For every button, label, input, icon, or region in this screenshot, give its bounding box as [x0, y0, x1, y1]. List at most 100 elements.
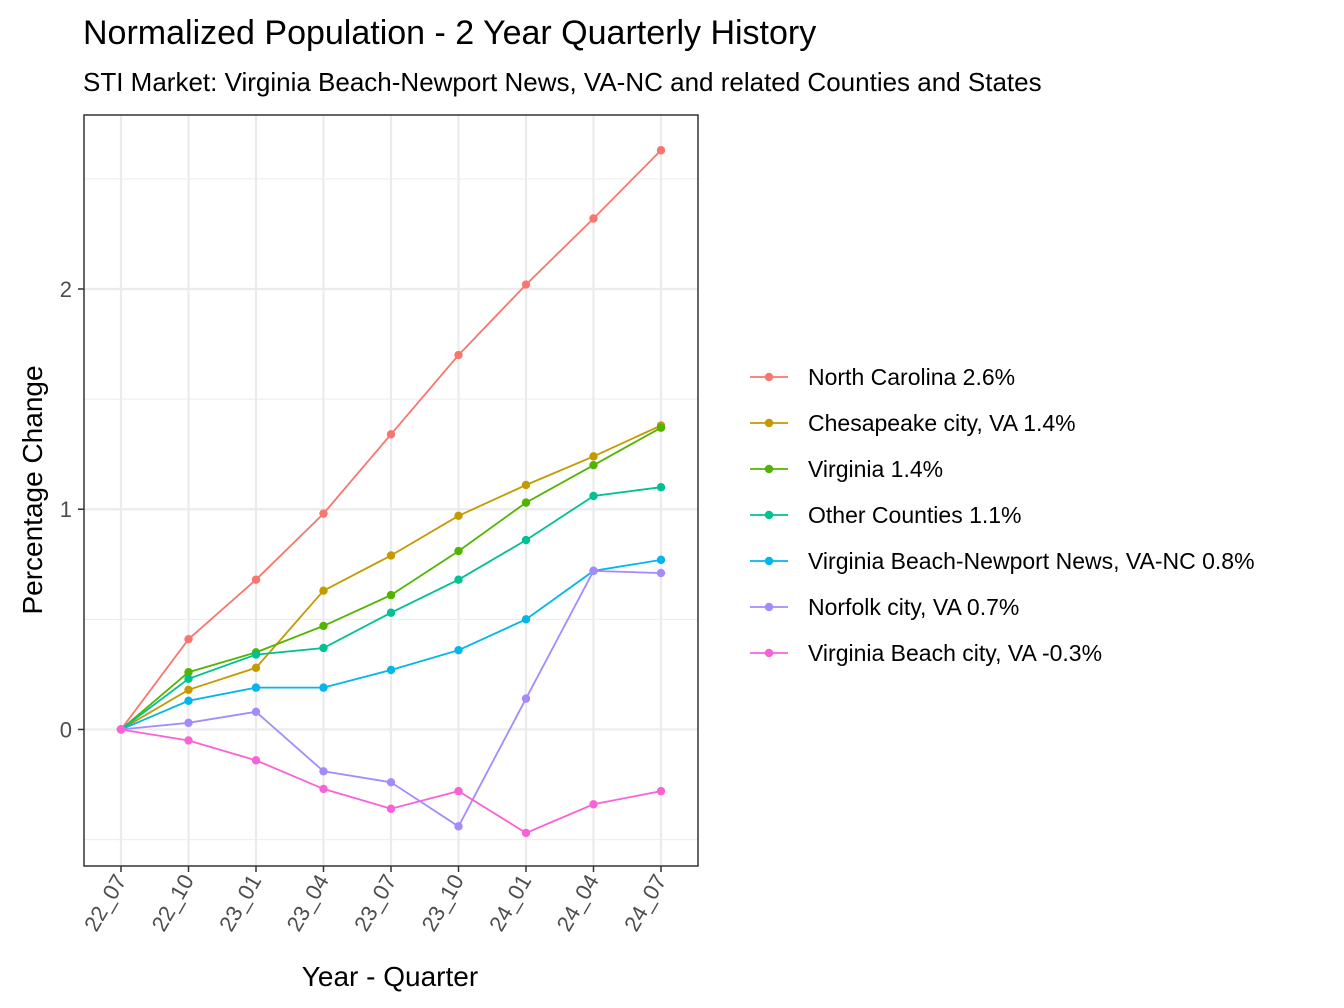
data-point-4-8 — [656, 555, 666, 565]
data-point-5-4 — [386, 778, 396, 787]
data-point-2-5 — [454, 546, 463, 556]
legend-key-point-6 — [764, 648, 774, 658]
series-0 — [116, 146, 666, 734]
data-point-0-7 — [589, 214, 598, 223]
legend-label-5: Norfolk city, VA 0.7% — [808, 594, 1019, 620]
legend-item-1: Chesapeake city, VA 1.4% — [750, 410, 1076, 436]
data-point-2-1 — [184, 667, 193, 677]
grid — [84, 115, 698, 866]
legend-label-3: Other Counties 1.1% — [808, 502, 1022, 528]
data-point-3-3 — [319, 643, 328, 653]
data-point-5-8 — [656, 568, 666, 578]
data-point-3-6 — [521, 535, 531, 545]
legend-item-6: Virginia Beach city, VA -0.3% — [750, 640, 1102, 666]
data-point-0-2 — [251, 575, 261, 584]
data-point-6-1 — [184, 736, 193, 745]
data-point-3-2 — [251, 650, 261, 659]
legend-item-4: Virginia Beach-Newport News, VA-NC 0.8% — [750, 548, 1255, 574]
data-point-0-1 — [184, 634, 193, 644]
data-point-5-1 — [184, 718, 193, 728]
y-axis: 0 1 2 — [60, 277, 84, 742]
data-point-0-4 — [386, 430, 396, 439]
data-point-1-2 — [251, 663, 261, 672]
data-point-2-6 — [521, 498, 531, 507]
data-point-4-3 — [319, 683, 328, 692]
data-point-0-6 — [521, 280, 531, 289]
data-point-6-0 — [116, 725, 126, 734]
data-point-1-6 — [521, 480, 531, 490]
data-point-0-5 — [454, 350, 463, 360]
data-point-5-5 — [454, 822, 463, 831]
data-point-4-1 — [184, 696, 193, 706]
data-point-3-8 — [656, 482, 666, 492]
data-point-5-7 — [589, 566, 598, 576]
data-point-3-7 — [589, 491, 598, 501]
x-tick-label-7: 24_04 — [552, 870, 604, 935]
data-point-1-4 — [386, 551, 396, 560]
legend-key-point-0 — [764, 372, 774, 382]
chart-subtitle: STI Market: Virginia Beach-Newport News,… — [83, 67, 1042, 97]
data-point-5-2 — [251, 707, 261, 717]
legend-label-4: Virginia Beach-Newport News, VA-NC 0.8% — [808, 548, 1255, 574]
legend-label-0: North Carolina 2.6% — [808, 364, 1015, 390]
series-2 — [116, 423, 666, 734]
x-tick-label-2: 23_01 — [214, 870, 266, 935]
data-point-4-5 — [454, 645, 463, 655]
data-point-6-3 — [319, 784, 328, 794]
legend-label-6: Virginia Beach city, VA -0.3% — [808, 640, 1102, 666]
data-point-6-8 — [656, 786, 666, 796]
data-point-2-4 — [386, 590, 396, 600]
y-axis-title: Percentage Change — [17, 365, 48, 614]
legend-item-0: North Carolina 2.6% — [750, 364, 1015, 390]
chart-title: Normalized Population - 2 Year Quarterly… — [83, 14, 816, 52]
legend: North Carolina 2.6% Chesapeake city, VA 1… — [750, 364, 1255, 666]
x-tick-label-0: 22_07 — [79, 870, 131, 935]
legend-item-5: Norfolk city, VA 0.7% — [750, 594, 1019, 620]
legend-key-point-1 — [764, 418, 774, 428]
legend-key-point-5 — [764, 602, 774, 612]
data-point-5-3 — [319, 767, 328, 776]
y-tick-label-0: 0 — [60, 717, 72, 742]
data-point-4-2 — [251, 683, 261, 692]
data-point-2-3 — [319, 621, 328, 631]
x-tick-label-3: 23_04 — [282, 870, 334, 935]
x-tick-label-4: 23_07 — [349, 870, 401, 935]
data-point-1-3 — [319, 586, 328, 595]
x-tick-label-5: 23_10 — [417, 870, 469, 935]
series-6 — [116, 725, 666, 838]
legend-label-2: Virginia 1.4% — [808, 456, 943, 482]
data-point-0-3 — [319, 509, 328, 518]
y-tick-label-1: 1 — [60, 497, 72, 522]
data-point-6-7 — [589, 800, 598, 809]
data-point-2-8 — [656, 423, 666, 432]
x-axis-title: Year - Quarter — [302, 961, 478, 992]
data-point-3-4 — [386, 608, 396, 617]
data-point-1-1 — [184, 685, 193, 695]
data-point-4-6 — [521, 615, 531, 624]
data-point-2-7 — [589, 460, 598, 470]
legend-item-3: Other Counties 1.1% — [750, 502, 1022, 528]
y-tick-label-2: 2 — [60, 277, 72, 302]
legend-label-1: Chesapeake city, VA 1.4% — [808, 410, 1076, 436]
data-point-3-1 — [184, 674, 193, 684]
data-point-1-5 — [454, 511, 463, 521]
data-point-6-4 — [386, 804, 396, 813]
data-point-5-6 — [521, 694, 531, 703]
data-point-6-2 — [251, 756, 261, 765]
series-lines — [116, 146, 666, 838]
x-tick-label-6: 24_01 — [484, 870, 536, 935]
data-point-1-7 — [589, 452, 598, 461]
legend-key-point-2 — [764, 464, 774, 474]
data-point-6-6 — [521, 828, 531, 838]
data-point-3-5 — [454, 575, 463, 584]
data-point-0-8 — [656, 146, 666, 155]
data-point-6-5 — [454, 786, 463, 796]
legend-key-point-3 — [764, 510, 774, 520]
legend-item-2: Virginia 1.4% — [750, 456, 943, 482]
x-axis: 22_07 22_10 23_01 23_04 23_07 23_10 24_01 24_04… — [79, 866, 671, 935]
legend-key-point-4 — [764, 556, 774, 566]
x-tick-label-1: 22_10 — [147, 870, 199, 935]
data-point-4-4 — [386, 665, 396, 675]
x-tick-label-8: 24_07 — [619, 870, 671, 935]
